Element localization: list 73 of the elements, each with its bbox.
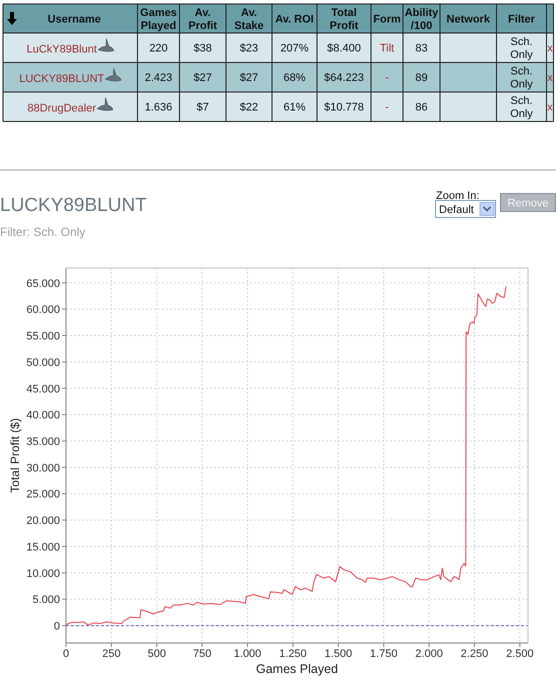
text: x	[547, 102, 553, 114]
y-tick-label: 40.000	[26, 410, 60, 422]
category-label: Form	[373, 13, 401, 26]
y-tick-label: 30.000	[26, 462, 60, 474]
text: -	[385, 72, 389, 84]
text: x	[547, 72, 553, 84]
x-tick-label: 2.250	[460, 648, 488, 660]
y-tick-label: 0	[54, 620, 60, 633]
text: LuCkY89Blunt	[26, 43, 97, 56]
text: 83	[415, 42, 428, 55]
text: $64.223	[324, 72, 364, 84]
y-tick-label: 50.000	[26, 356, 60, 369]
x-tick-label: 1.500	[324, 648, 352, 660]
x-tick-label: 0	[62, 648, 70, 660]
text: $10.778	[324, 102, 364, 114]
x-tick-label: 2.000	[415, 648, 443, 660]
y-tick-label: 25.000	[26, 488, 60, 501]
category-label: Av. Profit	[188, 6, 218, 32]
category-label: Total Profit	[330, 6, 359, 32]
text: $8.400	[327, 42, 361, 55]
text: 88DrugDealer	[28, 102, 96, 114]
y-tick-label: 45.000	[26, 383, 60, 396]
x-axis-title: Games Played	[256, 662, 338, 676]
text: Zoom In:	[436, 190, 480, 202]
category-label: Filter	[508, 13, 536, 26]
text: 68%	[283, 72, 306, 84]
text: $7	[196, 102, 209, 114]
text: 2.423	[144, 72, 172, 84]
text: 220	[149, 42, 168, 55]
y-tick-label: 5.000	[32, 594, 60, 606]
x-tick-label: 500	[148, 648, 166, 660]
y-tick-label: 20.000	[26, 515, 60, 528]
category-label: Ability /100	[404, 6, 440, 32]
text: Sch. Only	[510, 66, 533, 91]
y-tick-label: 10.000	[26, 568, 60, 580]
text: Tilt	[380, 42, 394, 55]
chart-title: LUCKY89BLUNT	[0, 195, 148, 216]
category-label: Games Played	[140, 6, 177, 32]
text: $27	[194, 72, 212, 84]
x-tick-label: 250	[102, 648, 121, 660]
category-label: Av. Stake	[234, 6, 264, 32]
text: $22	[240, 102, 258, 114]
text: 207%	[280, 42, 309, 55]
text: -	[385, 102, 389, 114]
text: x	[547, 42, 553, 55]
category-label: Network	[446, 13, 491, 26]
y-axis-title: Total Profit ($)	[8, 418, 22, 493]
text: LUCKY89BLUNT	[19, 72, 104, 85]
text: 61%	[283, 102, 306, 114]
text: $38	[194, 42, 212, 55]
text: 1.636	[144, 102, 172, 114]
x-tick-label: 2.500	[506, 648, 534, 660]
text: $27	[240, 72, 258, 84]
text: Sch. Only	[510, 36, 533, 62]
x-tick-label: 1.750	[370, 648, 398, 660]
text: 86	[415, 102, 428, 114]
chart-subtitle: Filter: Sch. Only	[0, 225, 86, 239]
x-tick-label: 1.250	[279, 648, 307, 660]
text: $23	[240, 42, 258, 55]
text: Sch. Only	[510, 95, 533, 120]
y-tick-label: 35.000	[26, 436, 60, 448]
y-tick-label: 60.000	[26, 304, 60, 316]
x-tick-label: 1.000	[234, 648, 262, 660]
y-tick-label: 55.000	[26, 330, 60, 343]
remove-button: Remove	[500, 193, 556, 212]
category-label: Username	[48, 13, 101, 26]
x-tick-label: 750	[192, 648, 212, 660]
y-tick-label: 15.000	[26, 541, 60, 554]
zoom-select: Default	[435, 200, 496, 218]
text: 89	[415, 72, 428, 84]
y-tick-label: 65.000	[26, 278, 60, 290]
category-label: Av. ROI	[275, 13, 314, 26]
line-series	[66, 286, 506, 626]
